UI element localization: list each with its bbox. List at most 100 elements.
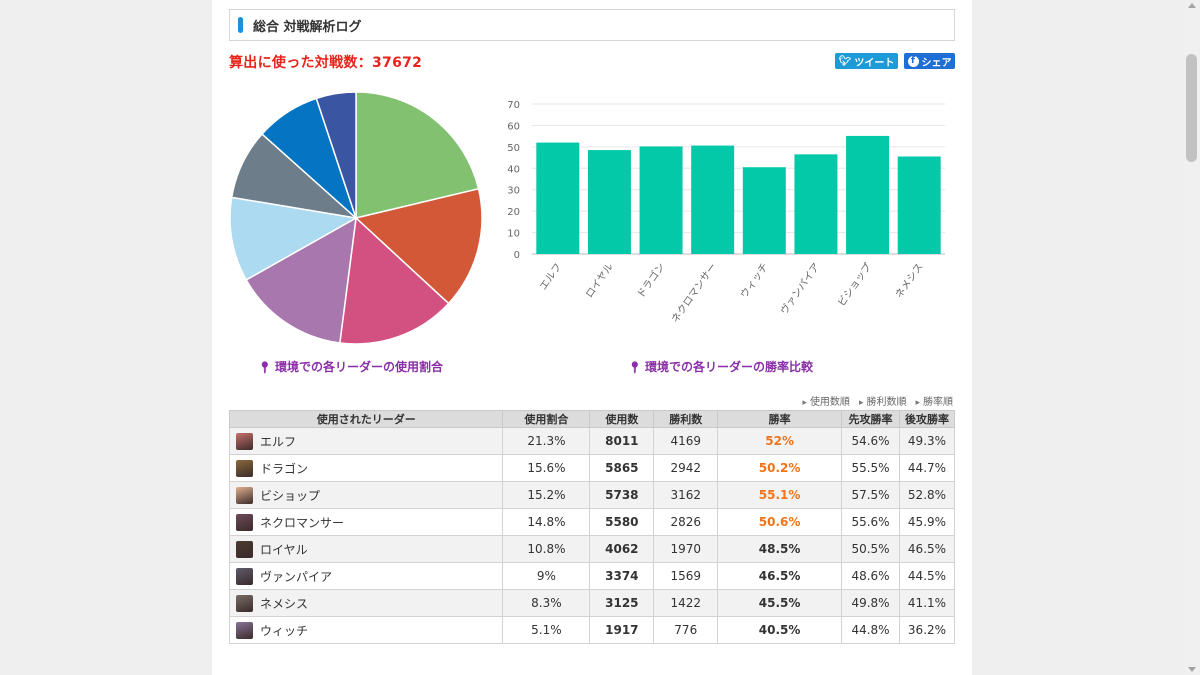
header-second-rate: 後攻勝率 [898, 410, 956, 428]
sort-by-uses-link[interactable]: 使用数順 [802, 393, 850, 408]
cell-second: 41.1% [898, 589, 956, 617]
table-row: ウィッチ 5.1% 1917 776 40.5% 44.8% 36.2% [228, 616, 956, 644]
bar-6 [794, 154, 838, 254]
cell-ratio: 5.1% [502, 616, 591, 644]
cell-ratio: 15.2% [502, 481, 591, 509]
twitter-bird-icon: 🐦︎ [838, 55, 852, 67]
pie-slice-3 [338, 216, 450, 345]
facebook-icon: f [907, 55, 919, 67]
cell-rate: 40.5% [717, 616, 843, 644]
table-row: ヴァンパイア 9% 3374 1569 46.5% 48.6% 44.5% [228, 562, 956, 590]
cell-uses: 1917 [589, 616, 655, 644]
table-row: エルフ 21.3% 8011 4169 52% 54.6% 49.3% [228, 427, 956, 455]
header-ratio: 使用割合 [502, 410, 591, 428]
cell-first: 44.8% [841, 616, 900, 644]
cell-wins: 3162 [653, 481, 719, 509]
scroll-thumb[interactable] [1186, 54, 1197, 162]
cell-first: 54.6% [841, 427, 900, 455]
x-tick-label: ヴァンパイア [777, 260, 822, 317]
leader-avatar-icon [236, 513, 253, 531]
x-tick-label: ロイヤル [584, 261, 616, 300]
cell-uses: 4062 [589, 535, 655, 563]
leader-name: ネメシス [260, 596, 309, 611]
bar-5 [742, 167, 786, 254]
cell-ratio: 9% [502, 562, 591, 590]
cell-first: 50.5% [841, 535, 900, 563]
pie-slice-1 [355, 91, 480, 219]
cell-wins: 2942 [653, 454, 719, 482]
cell-wins: 1422 [653, 589, 719, 617]
cell-second: 44.7% [898, 454, 956, 482]
cell-wins: 4169 [653, 427, 719, 455]
cell-ratio: 15.6% [502, 454, 591, 482]
leader-avatar-icon [236, 567, 253, 585]
scrollbar[interactable] [1183, 0, 1200, 675]
header-leader: 使用されたリーダー [228, 410, 504, 428]
pie-slice-4 [245, 216, 357, 344]
leader-name: ネクロマンサー [260, 515, 345, 530]
battle-count: 算出に使った対戦数：37672 [229, 55, 423, 71]
x-tick-label: ネメシス [893, 261, 926, 301]
header-first-rate: 先攻勝率 [841, 410, 900, 428]
leader-avatar-icon [236, 432, 253, 450]
cell-ratio: 8.3% [502, 589, 591, 617]
leader-cell: ロイヤル [228, 535, 504, 563]
cell-rate: 50.6% [717, 508, 843, 536]
bar-3 [639, 146, 683, 254]
leader-cell: ビショップ [228, 481, 504, 509]
bar-caption-text: 環境での各リーダーの勝率比較 [644, 360, 813, 374]
y-tick-label: 60 [507, 121, 520, 132]
cell-rate: 50.2% [717, 454, 843, 482]
cell-uses: 5738 [589, 481, 655, 509]
pie-slice-2 [354, 187, 483, 305]
cell-ratio: 14.8% [502, 508, 591, 536]
bar-2 [587, 150, 631, 254]
leader-name: ドラゴン [260, 461, 309, 476]
pie-slice-8 [315, 91, 357, 219]
page-title: 総合 対戦解析ログ [253, 19, 362, 35]
leader-avatar-icon [236, 540, 253, 558]
cell-rate: 52% [717, 427, 843, 455]
cell-first: 48.6% [841, 562, 900, 590]
cell-first: 49.8% [841, 589, 900, 617]
scroll-up-arrow-icon[interactable] [1188, 3, 1196, 8]
table-row: ドラゴン 15.6% 5865 2942 50.2% 55.5% 44.7% [228, 454, 956, 482]
x-tick-label: ネクロマンサー [669, 261, 719, 325]
cell-uses: 5580 [589, 508, 655, 536]
leader-cell: ドラゴン [228, 454, 504, 482]
cell-rate: 48.5% [717, 535, 843, 563]
cell-second: 44.5% [898, 562, 956, 590]
bar-4 [691, 145, 735, 254]
title-accent-bar [238, 17, 243, 33]
leader-name: ロイヤル [260, 542, 308, 557]
leader-name: ヴァンパイア [260, 569, 333, 584]
leader-avatar-icon [236, 594, 253, 612]
pie-caption-text: 環境での各リーダーの使用割合 [274, 360, 443, 374]
cell-ratio: 10.8% [502, 535, 591, 563]
section-header: 総合 対戦解析ログ [229, 9, 955, 41]
facebook-share-button[interactable]: f シェア [904, 53, 955, 69]
content-panel: 総合 対戦解析ログ 算出に使った対戦数：37672 🐦︎ ツイート f シェア … [212, 0, 972, 675]
x-tick-label: ウィッチ [738, 261, 771, 301]
sort-by-rate-link[interactable]: 勝率順 [915, 393, 953, 408]
cell-uses: 3374 [589, 562, 655, 590]
sort-by-wins-link[interactable]: 勝利数順 [859, 393, 906, 408]
leader-cell: ネメシス [228, 589, 504, 617]
cell-second: 46.5% [898, 535, 956, 563]
pie-slice-5 [229, 196, 359, 281]
cell-first: 55.6% [841, 508, 900, 536]
cell-ratio: 21.3% [502, 427, 591, 455]
tweet-button[interactable]: 🐦︎ ツイート [835, 53, 898, 69]
table-row: ロイヤル 10.8% 4062 1970 48.5% 50.5% 46.5% [228, 535, 956, 563]
y-tick-label: 20 [507, 207, 520, 218]
scroll-down-arrow-icon[interactable] [1188, 667, 1196, 672]
leader-avatar-icon [236, 621, 253, 639]
cell-second: 45.9% [898, 508, 956, 536]
cell-second: 49.3% [898, 427, 956, 455]
leader-name: ウィッチ [260, 623, 309, 638]
cell-wins: 776 [653, 616, 719, 644]
y-tick-label: 40 [507, 164, 520, 175]
x-tick-label: ドラゴン [634, 260, 668, 300]
leader-cell: エルフ [228, 427, 504, 455]
cell-uses: 8011 [589, 427, 655, 455]
